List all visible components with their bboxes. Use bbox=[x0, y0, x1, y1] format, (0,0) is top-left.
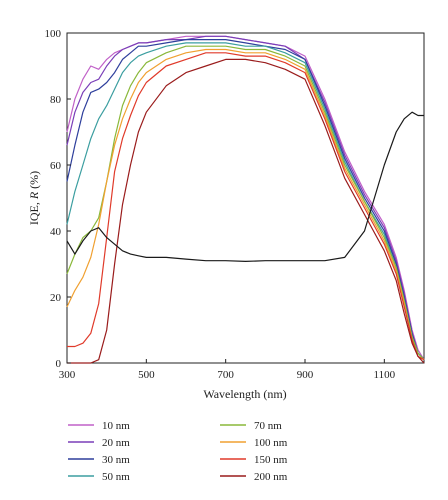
legend-label: 50 nm bbox=[102, 471, 130, 483]
y-axis-title-italic: R bbox=[27, 191, 41, 200]
y-tick-label: 100 bbox=[45, 28, 62, 40]
series-line-10-nm bbox=[66, 35, 425, 361]
y-tick-label: 0 bbox=[56, 358, 62, 370]
y-tick-label: 60 bbox=[50, 160, 62, 172]
series-line-70-nm bbox=[66, 45, 425, 361]
x-tick-label: 500 bbox=[138, 369, 155, 381]
legend-label: 150 nm bbox=[254, 454, 288, 466]
plot-frame bbox=[66, 32, 425, 364]
legend-label: 200 nm bbox=[254, 471, 288, 483]
series-layer bbox=[66, 35, 425, 364]
series-line-150-nm bbox=[67, 52, 425, 361]
legend-label: 70 nm bbox=[254, 420, 282, 432]
series-line-100-nm bbox=[66, 48, 425, 361]
legend-label: 100 nm bbox=[254, 437, 288, 449]
y-tick-label: 40 bbox=[50, 226, 62, 238]
series-line-30-nm bbox=[66, 38, 425, 361]
legend: 10 nm 20 nm 30 nm 50 nm 70 nm 100 nm 150 nm 200… bbox=[68, 420, 288, 483]
x-tick-label: 700 bbox=[217, 369, 234, 381]
y-axis-title-suffix: (%) bbox=[27, 171, 41, 192]
y-tick-label: 80 bbox=[50, 94, 62, 106]
ticks-layer: 300 500 700 900 1100 0 20 40 60 80 100 bbox=[45, 28, 396, 381]
x-tick-label: 1100 bbox=[374, 369, 396, 381]
series-line-20-nm bbox=[66, 35, 425, 361]
series-line-unlabeled bbox=[66, 111, 424, 262]
y-axis-title-prefix: IQE, bbox=[27, 199, 41, 225]
x-axis-title: Wavelength (nm) bbox=[203, 387, 286, 401]
x-tick-label: 900 bbox=[297, 369, 314, 381]
x-tick-label: 300 bbox=[59, 369, 76, 381]
legend-label: 10 nm bbox=[102, 420, 130, 432]
series-line-200-nm bbox=[67, 58, 425, 364]
y-axis-title: IQE, R (%) bbox=[27, 171, 41, 225]
y-tick-label: 20 bbox=[50, 292, 62, 304]
legend-label: 30 nm bbox=[102, 454, 130, 466]
legend-label: 20 nm bbox=[102, 437, 130, 449]
series-line-50-nm bbox=[66, 42, 425, 361]
